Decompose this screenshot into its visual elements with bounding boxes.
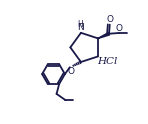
Text: HCl: HCl (97, 57, 118, 66)
Polygon shape (98, 32, 110, 38)
Text: O: O (115, 24, 122, 33)
Text: N: N (77, 23, 84, 32)
Text: H: H (77, 20, 83, 29)
Text: O: O (67, 67, 74, 76)
Text: O: O (107, 15, 114, 24)
